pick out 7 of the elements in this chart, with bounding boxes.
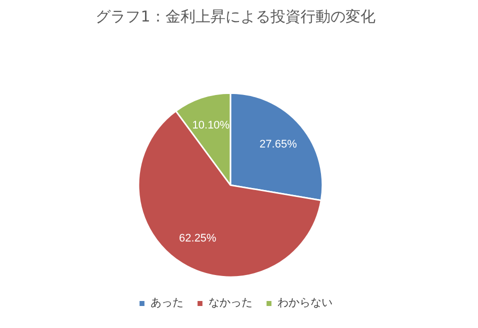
legend-label: あった: [150, 296, 184, 310]
data-label: 62.25%: [179, 232, 217, 244]
data-label: 10.10%: [192, 120, 230, 132]
data-label: 27.65%: [260, 138, 298, 151]
chart-title: グラフ1：金利上昇による投資行動の変化: [96, 8, 376, 26]
legend-label: なかった: [208, 296, 252, 310]
legend-label: わからない: [278, 296, 332, 310]
